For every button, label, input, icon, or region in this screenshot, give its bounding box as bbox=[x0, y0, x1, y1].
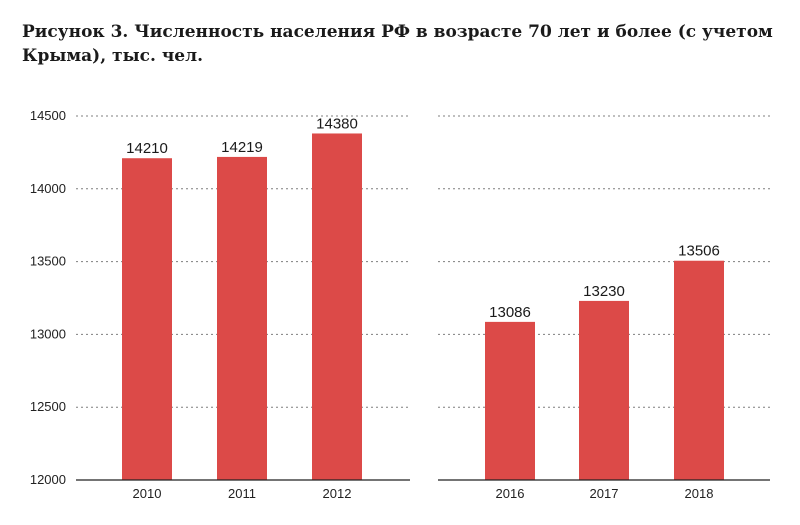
data-label: 14219 bbox=[221, 139, 263, 156]
data-label: 13230 bbox=[583, 283, 625, 300]
figure-title: Рисунок 3. Численность населения РФ в во… bbox=[22, 22, 773, 66]
bar bbox=[485, 321, 535, 480]
bar bbox=[579, 300, 629, 480]
data-label: 14380 bbox=[316, 115, 358, 132]
chart-panel-left: 12000 12500 13000 13500 14000 14500 14210 2010 1… bbox=[30, 108, 410, 501]
bar bbox=[312, 133, 362, 481]
x-tick-label: 2017 bbox=[590, 486, 619, 501]
bar bbox=[674, 260, 724, 480]
x-tick-label: 2011 bbox=[228, 486, 256, 501]
y-tick-label: 12000 bbox=[30, 472, 66, 487]
data-label: 13086 bbox=[489, 304, 531, 321]
bar bbox=[217, 156, 267, 480]
data-label: 14210 bbox=[126, 140, 168, 157]
y-tick-label: 13500 bbox=[30, 254, 66, 269]
y-tick-label: 13000 bbox=[30, 326, 66, 341]
bar bbox=[122, 158, 172, 480]
data-label: 13506 bbox=[678, 243, 720, 260]
y-tick-label: 14500 bbox=[30, 108, 66, 123]
chart-panel-right: 13086 2016 13230 2017 13506 2018 bbox=[438, 115, 770, 501]
x-tick-label: 2018 bbox=[685, 486, 714, 501]
x-tick-label: 2016 bbox=[496, 486, 525, 501]
x-tick-label: 2012 bbox=[323, 486, 352, 501]
x-tick-label: 2010 bbox=[133, 486, 162, 501]
y-tick-label: 14000 bbox=[30, 181, 66, 196]
y-tick-label: 12500 bbox=[30, 399, 66, 414]
